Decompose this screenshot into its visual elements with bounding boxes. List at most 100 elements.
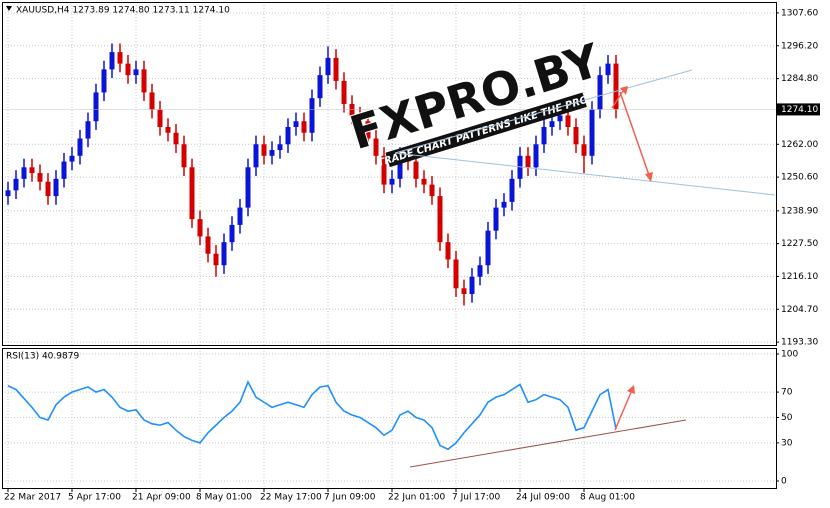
rsi-trend-line bbox=[409, 419, 687, 468]
x-tick-label: 5 Apr 17:00 bbox=[68, 493, 121, 503]
candle-body bbox=[485, 230, 491, 266]
candle-body bbox=[413, 161, 419, 179]
candle-body bbox=[445, 242, 451, 260]
rsi-pane-frame bbox=[2, 348, 777, 489]
grid-layer: 1193.30 1204.70 1216.10 1227.50 1238.90 1250.… bbox=[2, 2, 818, 503]
candle-body bbox=[613, 63, 619, 110]
trend-line bbox=[394, 69, 693, 154]
candle-body bbox=[5, 190, 11, 197]
candle-body bbox=[213, 253, 219, 266]
candle-body bbox=[421, 178, 427, 185]
candle-body bbox=[165, 126, 171, 133]
candle-body bbox=[389, 178, 395, 185]
candle-body bbox=[269, 150, 275, 156]
candle-body bbox=[565, 115, 571, 127]
candle-body bbox=[525, 155, 531, 168]
title-icon bbox=[6, 6, 12, 11]
current-price-box bbox=[776, 103, 820, 116]
y-tick-label: 1238.90 bbox=[781, 206, 818, 216]
candle-body bbox=[541, 126, 547, 145]
candle-body bbox=[381, 155, 387, 185]
candle-body bbox=[245, 167, 251, 208]
y-tick-label: 100 bbox=[781, 349, 798, 359]
candle-body bbox=[357, 115, 363, 122]
current-price-label: 1274.10 bbox=[781, 105, 818, 115]
candle-body bbox=[437, 196, 443, 243]
candle-body bbox=[261, 144, 267, 156]
y-tick-label: 1227.50 bbox=[781, 239, 818, 249]
arrow bbox=[611, 87, 626, 109]
candle-body bbox=[277, 144, 283, 151]
candle-body bbox=[45, 181, 51, 197]
x-tick-label: 24 Jul 09:00 bbox=[516, 493, 570, 503]
drawings bbox=[394, 69, 776, 468]
arrow-head bbox=[627, 385, 635, 394]
candle-body bbox=[13, 178, 19, 191]
candle-body bbox=[61, 161, 67, 179]
candle-body bbox=[325, 57, 331, 76]
candle-body bbox=[197, 219, 203, 237]
y-tick-label: 1193.30 bbox=[781, 338, 818, 348]
candle-body bbox=[253, 144, 259, 168]
candle-body bbox=[509, 178, 515, 202]
candle-body bbox=[29, 167, 35, 174]
candle-body bbox=[461, 288, 467, 295]
candle-body bbox=[397, 155, 403, 179]
y-tick-label: 0 bbox=[781, 477, 787, 487]
watermark-band bbox=[385, 92, 587, 168]
candle-body bbox=[117, 52, 123, 64]
arrow bbox=[614, 389, 633, 431]
candle-body bbox=[149, 92, 155, 110]
candle-body bbox=[309, 98, 315, 133]
candle-body bbox=[293, 121, 299, 127]
marks-layer: 1274.10 bbox=[2, 43, 820, 451]
candle-body bbox=[581, 144, 587, 156]
candle-body bbox=[229, 224, 235, 243]
y-tick-label: 1307.60 bbox=[781, 8, 818, 18]
candle-body bbox=[37, 173, 43, 182]
y-tick-label: 1296.20 bbox=[781, 41, 818, 51]
candle-body bbox=[133, 69, 139, 76]
x-tick-label: 8 Aug 01:00 bbox=[580, 493, 635, 503]
candle-body bbox=[173, 132, 179, 145]
candle-body bbox=[501, 201, 507, 208]
candle-body bbox=[557, 115, 563, 122]
candle-body bbox=[93, 92, 99, 122]
candle-body bbox=[493, 207, 499, 231]
y-tick-label: 1262.00 bbox=[781, 140, 818, 150]
y-tick-label: 30 bbox=[781, 438, 793, 448]
candle-body bbox=[597, 75, 603, 110]
candle-body bbox=[365, 121, 371, 139]
x-tick-label: 21 Apr 09:00 bbox=[132, 493, 191, 503]
price-title: XAUUSD,H4 1273.89 1274.80 1273.11 1274.1… bbox=[16, 6, 230, 16]
candle-body bbox=[589, 109, 595, 156]
candle-body bbox=[429, 184, 435, 197]
price-pane-frame bbox=[2, 2, 777, 346]
candle-body bbox=[333, 57, 339, 81]
candle-body bbox=[109, 52, 115, 70]
y-tick-label: 70 bbox=[781, 388, 793, 398]
candle-body bbox=[141, 69, 147, 93]
x-tick-label: 22 May 17:00 bbox=[260, 493, 322, 503]
rsi-line bbox=[7, 380, 617, 451]
candle-body bbox=[341, 80, 347, 104]
candle-body bbox=[69, 155, 75, 162]
candle-body bbox=[205, 236, 211, 254]
candle-body bbox=[533, 144, 539, 168]
candle-body bbox=[189, 167, 195, 220]
candle-body bbox=[237, 207, 243, 225]
y-tick-label: 1216.10 bbox=[781, 272, 818, 282]
candle-body bbox=[85, 121, 91, 139]
x-tick-label: 8 May 01:00 bbox=[196, 493, 252, 503]
arrow-head bbox=[620, 86, 628, 95]
y-tick-label: 1250.60 bbox=[781, 173, 818, 183]
candle-body bbox=[21, 167, 27, 179]
x-tick-label: 7 Jun 09:00 bbox=[324, 493, 376, 503]
candle-body bbox=[181, 144, 187, 168]
candle-body bbox=[101, 69, 107, 93]
candle-body bbox=[453, 259, 459, 289]
x-tick-label: 22 Jun 01:00 bbox=[388, 493, 445, 503]
y-tick-label: 1204.70 bbox=[781, 305, 818, 315]
